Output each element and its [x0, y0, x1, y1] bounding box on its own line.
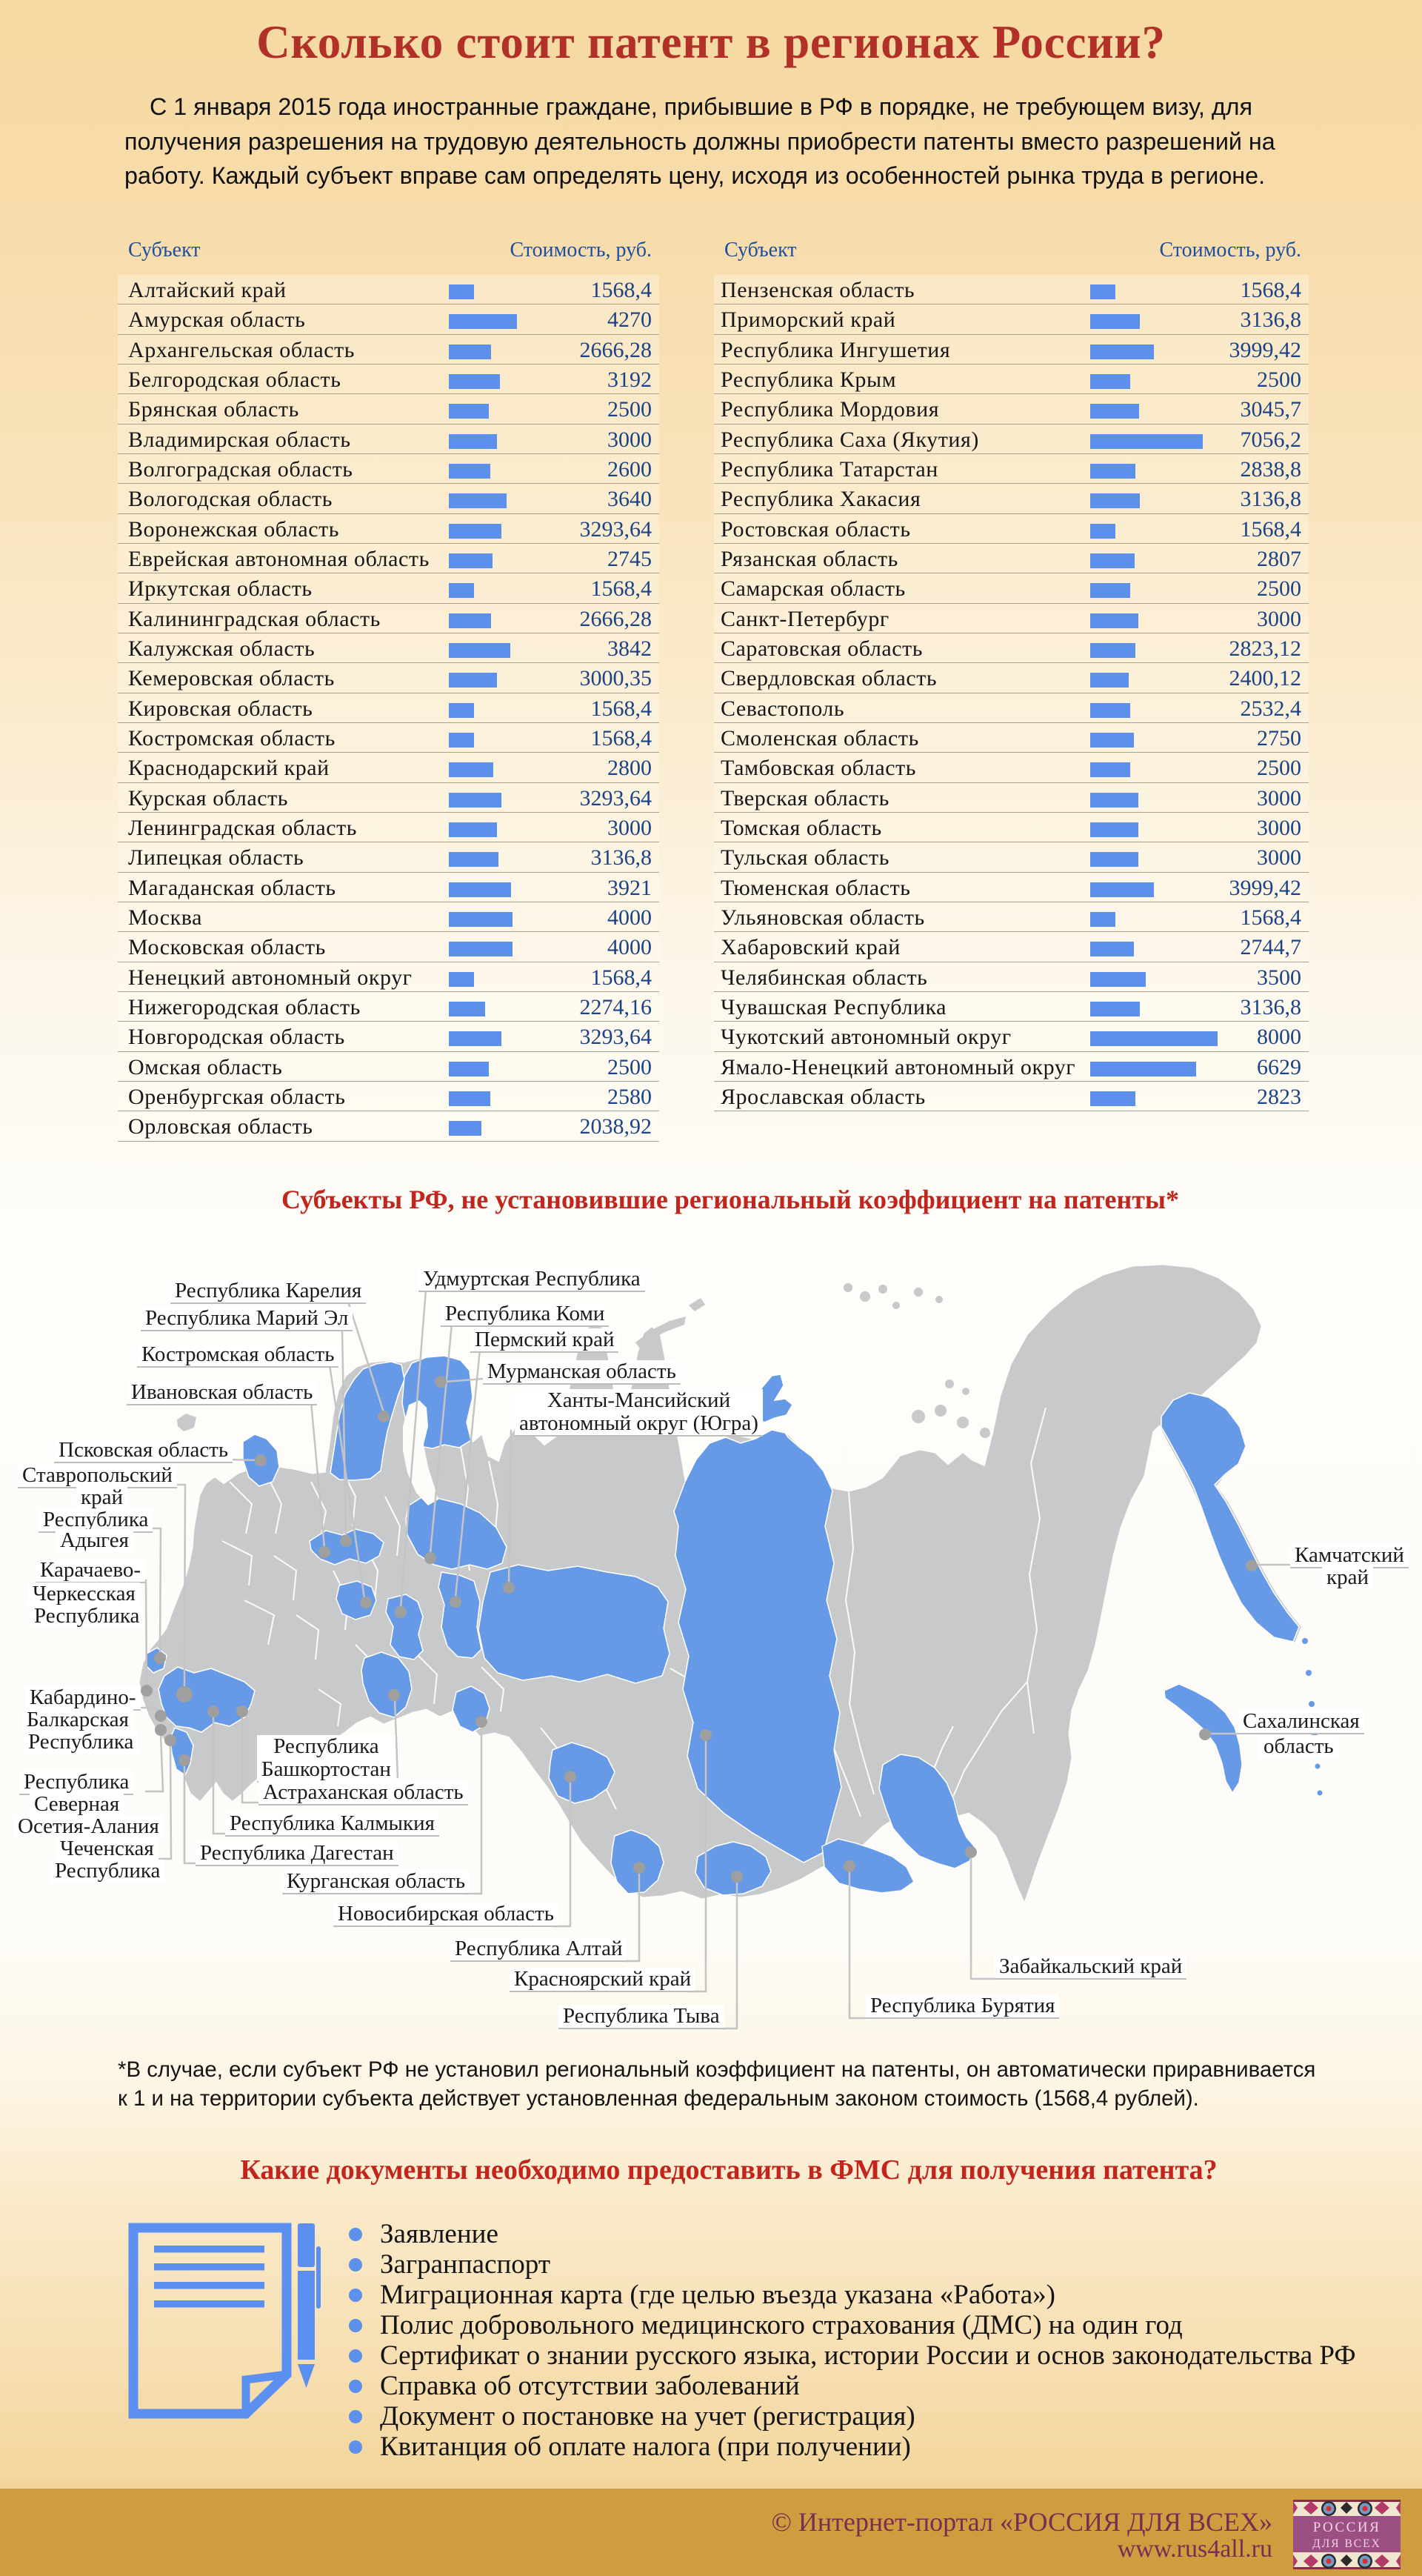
svg-text:РОССИЯ: РОССИЯ [1313, 2520, 1381, 2535]
svg-text:ДЛЯ ВСЕХ: ДЛЯ ВСЕХ [1312, 2537, 1381, 2550]
